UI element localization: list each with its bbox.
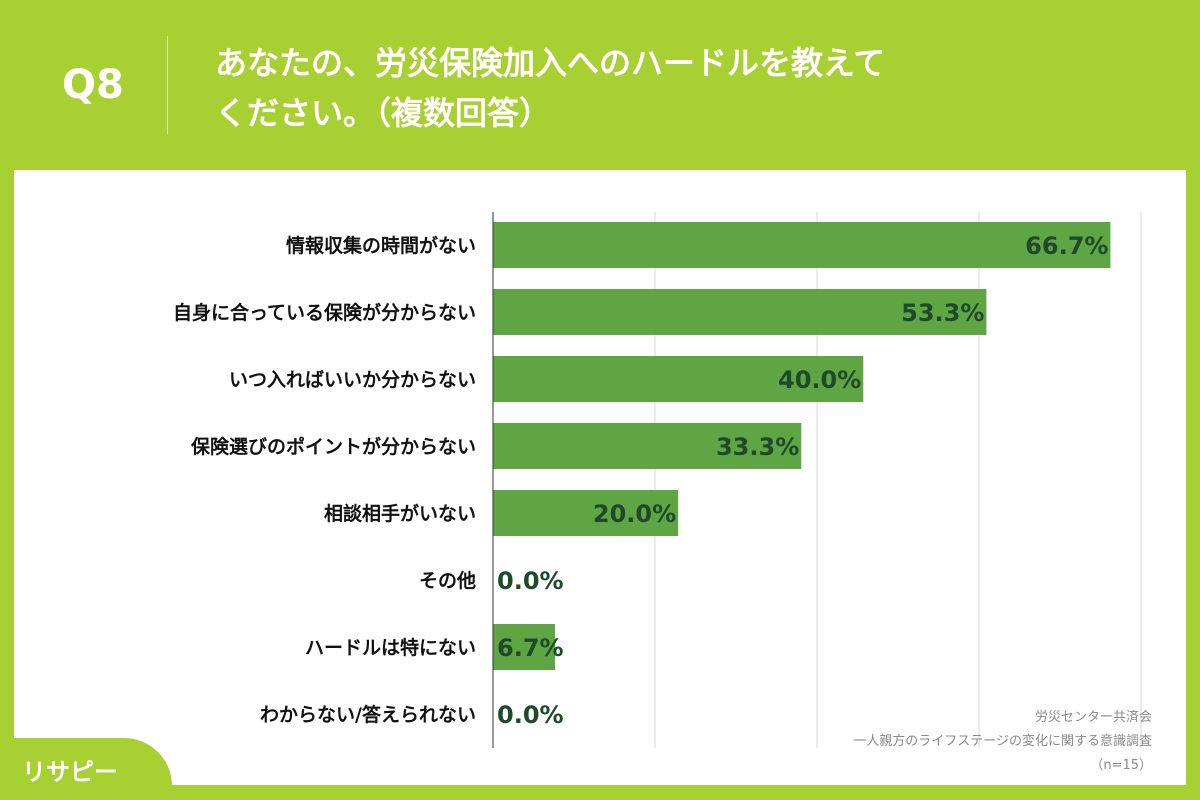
logo-text: リサピー (22, 758, 118, 786)
sample-size: （n=15） (1090, 758, 1152, 773)
title-line-2: ください。（複数回答） (215, 94, 552, 132)
logo: リサピー (0, 738, 172, 800)
divider (167, 36, 168, 134)
source-org: 労災センター共済会 (1034, 710, 1152, 725)
question-title: あなたの、労災保険加入へのハードルを教えて ください。（複数回答） (215, 38, 995, 138)
question-number: Q8 (62, 62, 124, 108)
source-survey: 一人親方のライフステージの変化に関する意識調査 (853, 734, 1152, 749)
chart-panel (14, 170, 1186, 785)
source-note: 労災センター共済会一人親方のライフステージの変化に関する意識調査 （n=15） (853, 706, 1152, 778)
title-line-1: あなたの、労災保険加入へのハードルを教えて (215, 44, 886, 82)
